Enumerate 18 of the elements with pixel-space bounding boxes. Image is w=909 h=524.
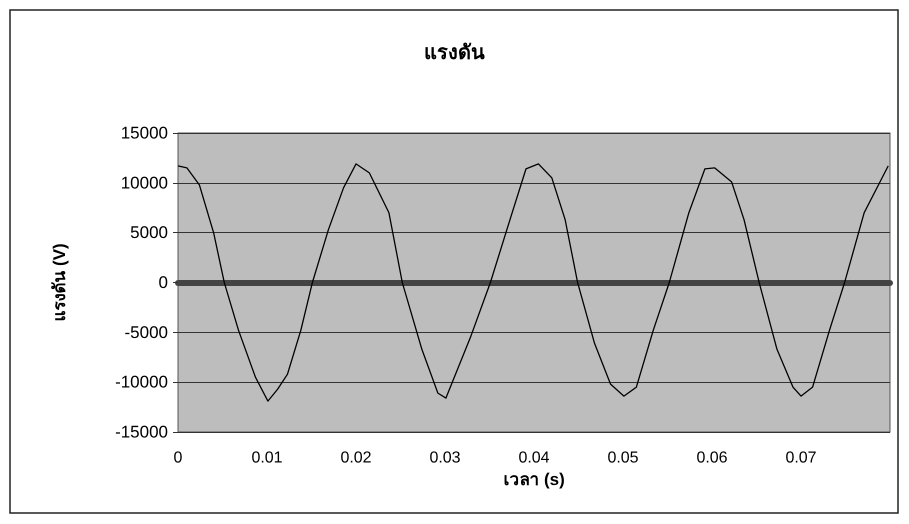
x-tick-label: 0.05 — [607, 450, 639, 466]
y-tick-label: 10000 — [120, 173, 168, 192]
y-tick-label: -10000 — [115, 372, 168, 392]
x-tick-label: 0.06 — [696, 450, 728, 466]
x-tick-label: 0.04 — [518, 450, 550, 466]
y-tick-label: -15000 — [115, 422, 168, 442]
x-tick-label: 0.03 — [429, 450, 461, 466]
y-tick-label: 0 — [158, 273, 168, 292]
y-tick-label: 5000 — [130, 223, 168, 242]
y-tick-label: -5000 — [124, 322, 168, 342]
y-axis-title: แรงดัน (V) — [50, 243, 69, 322]
x-tick-label: 0.02 — [340, 450, 372, 466]
chart-title: แรงดัน — [424, 42, 485, 64]
x-tick-label: 0.01 — [251, 450, 283, 466]
x-axis-title: เวลา (s) — [503, 470, 565, 489]
x-tick-label: 0.07 — [785, 450, 817, 466]
x-tick-label: 0 — [174, 450, 183, 466]
y-tick-label: 15000 — [120, 124, 168, 142]
